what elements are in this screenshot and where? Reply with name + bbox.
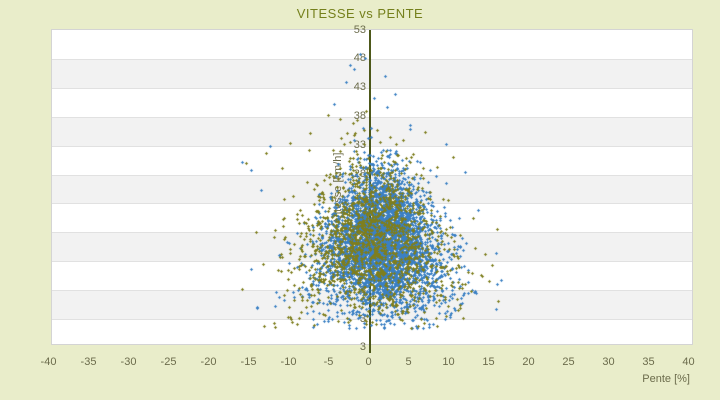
x-tick-label: 35 bbox=[642, 356, 655, 368]
x-tick-label: -15 bbox=[240, 356, 257, 368]
x-tick-label: -5 bbox=[323, 356, 334, 368]
x-axis-title: Pente [%] bbox=[642, 373, 690, 385]
x-tick-label: 20 bbox=[522, 356, 535, 368]
chart-title: VITESSE vs PENTE bbox=[296, 6, 424, 21]
x-tick-label: -30 bbox=[120, 356, 137, 368]
x-tick-label: 25 bbox=[562, 356, 575, 368]
x-tick-label: 40 bbox=[682, 356, 695, 368]
x-tick-label: 15 bbox=[482, 356, 495, 368]
x-tick-label: -20 bbox=[200, 356, 217, 368]
x-tick-label: 5 bbox=[405, 356, 412, 368]
y-axis-min-label: 3 bbox=[359, 341, 366, 353]
x-tick-label: 10 bbox=[442, 356, 455, 368]
x-tick-label: -35 bbox=[80, 356, 97, 368]
x-tick-label: -10 bbox=[280, 356, 297, 368]
plot-area: 53484338332823181383 3 Vitesse [km/h] bbox=[51, 24, 693, 353]
x-tick-label: 30 bbox=[602, 356, 615, 368]
scatter-canvas bbox=[52, 30, 692, 344]
x-tick-label: 0 bbox=[365, 356, 372, 368]
x-tick-labels: -40 -35 -30 -25 -20 -15 -10 -5 0 5 10 15 20 25 30 35 40 bbox=[41, 356, 695, 370]
x-tick-label: -40 bbox=[40, 356, 57, 368]
x-tick-label: -25 bbox=[160, 356, 177, 368]
